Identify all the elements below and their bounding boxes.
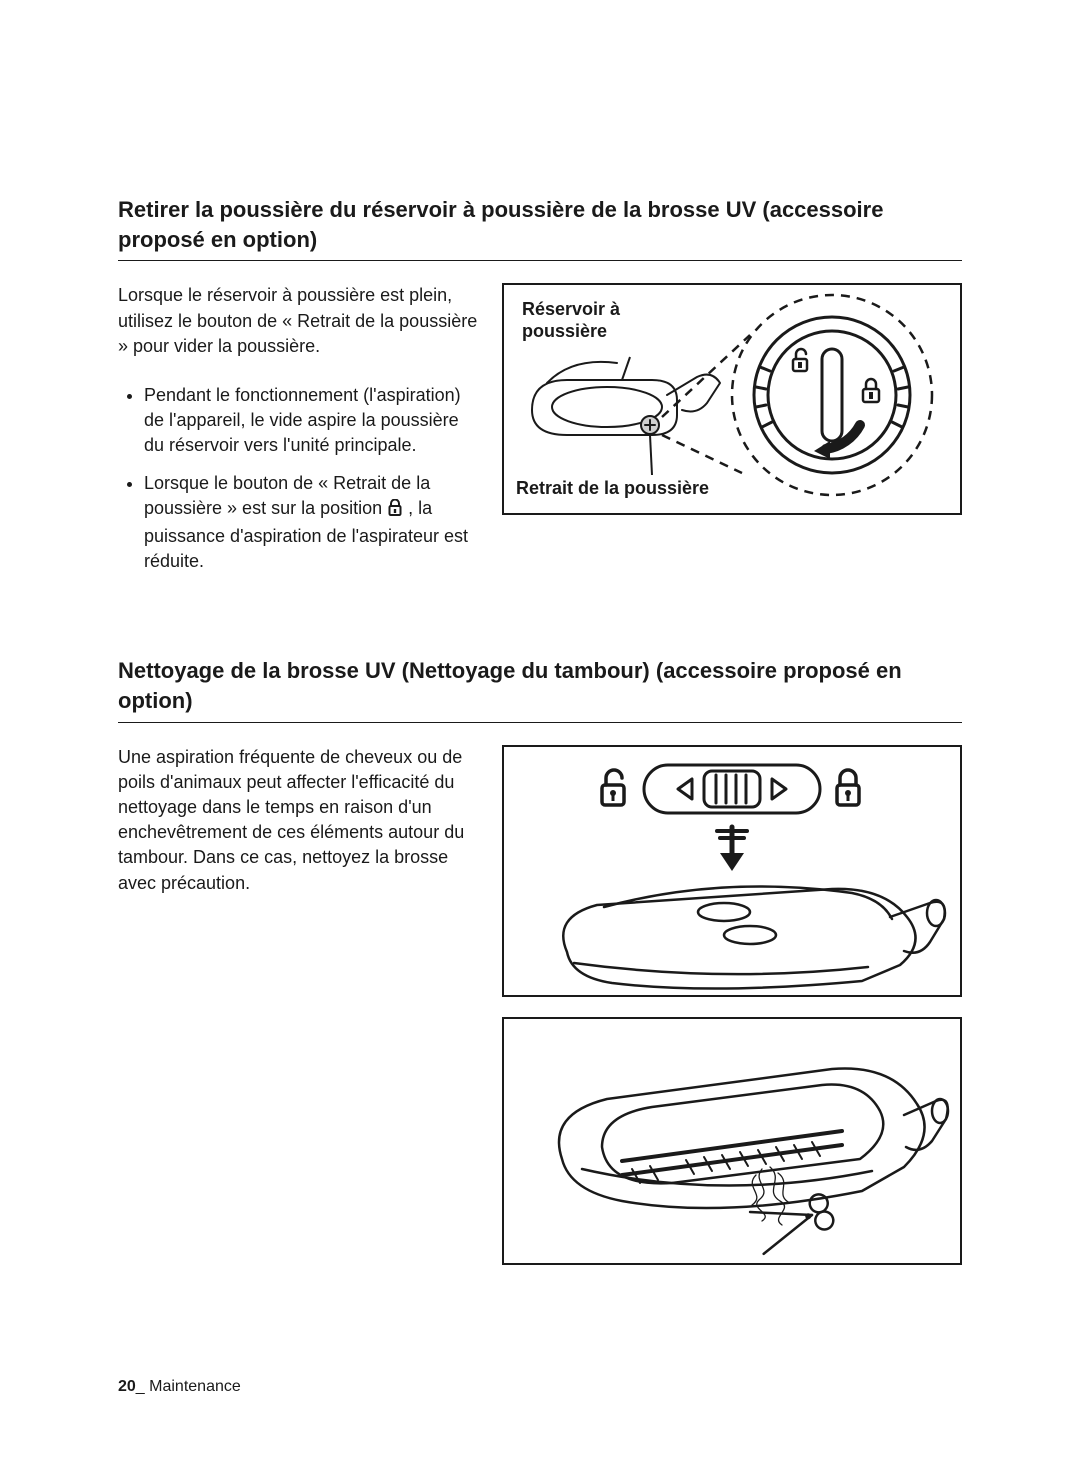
bullet-list: Pendant le fonctionnement (l'aspiration)…	[118, 383, 478, 574]
arrow-down-icon	[717, 827, 747, 871]
figure-label-retrait: Retrait de la poussière	[516, 478, 709, 500]
intro-text: Lorsque le réservoir à poussière est ple…	[118, 283, 478, 359]
section-brush-cleaning: Nettoyage de la brosse UV (Nettoyage du …	[118, 656, 962, 1264]
manual-page: Retirer la poussière du réservoir à pous…	[0, 0, 1080, 1472]
page-number: 20	[118, 1378, 136, 1395]
figure-reservoir: Réservoir à poussière Retrait de la pous…	[502, 283, 962, 515]
section-title: Nettoyage de la brosse UV (Nettoyage du …	[118, 656, 962, 722]
figure-label-reservoir: Réservoir à poussière	[522, 299, 662, 342]
text-column: Une aspiration fréquente de cheveux ou d…	[118, 745, 478, 1265]
lock-switch-diagram	[504, 747, 960, 995]
page-footer: 20_ Maintenance	[118, 1378, 241, 1396]
figure-column	[502, 745, 962, 1265]
two-col-layout: Lorsque le réservoir à poussière est ple…	[118, 283, 962, 586]
section-dust-reservoir: Retirer la poussière du réservoir à pous…	[118, 195, 962, 586]
figure-lock-switch	[502, 745, 962, 997]
text-column: Lorsque le réservoir à poussière est ple…	[118, 283, 478, 586]
footer-label: _ Maintenance	[136, 1378, 241, 1395]
two-col-layout: Une aspiration fréquente de cheveux ou d…	[118, 745, 962, 1265]
section-title: Retirer la poussière du réservoir à pous…	[118, 195, 962, 261]
figure-brush-scissors	[502, 1017, 962, 1265]
bullet-item: Lorsque le bouton de « Retrait de la pou…	[144, 471, 478, 575]
intro-text: Une aspiration fréquente de cheveux ou d…	[118, 745, 478, 896]
lock-icon	[387, 499, 403, 524]
figure-column: Réservoir à poussière Retrait de la pous…	[502, 283, 962, 586]
brush-scissors-diagram	[504, 1019, 960, 1263]
bullet-item: Pendant le fonctionnement (l'aspiration)…	[144, 383, 478, 459]
